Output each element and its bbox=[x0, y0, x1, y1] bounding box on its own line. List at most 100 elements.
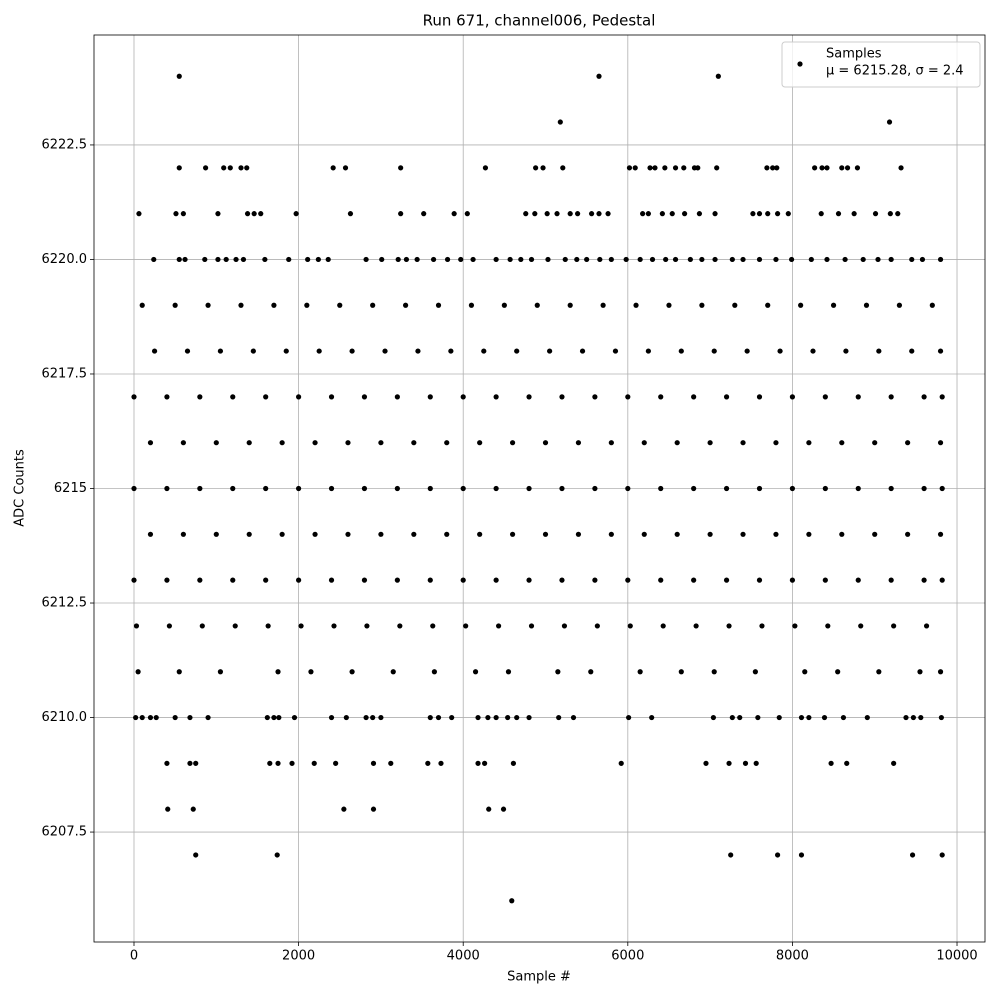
point bbox=[532, 211, 538, 217]
point bbox=[526, 394, 532, 400]
point bbox=[875, 256, 881, 263]
point bbox=[342, 165, 349, 171]
point bbox=[567, 211, 573, 217]
point bbox=[559, 485, 565, 492]
point bbox=[588, 669, 594, 675]
point bbox=[264, 714, 270, 721]
point bbox=[230, 577, 236, 583]
point bbox=[477, 440, 483, 446]
point bbox=[723, 394, 730, 400]
point bbox=[136, 211, 142, 217]
point bbox=[623, 256, 629, 263]
point bbox=[265, 623, 271, 629]
point bbox=[710, 714, 717, 721]
legend: Samples μ = 6215.28, σ = 2.4 bbox=[781, 41, 981, 88]
point bbox=[382, 348, 388, 354]
point bbox=[187, 760, 193, 766]
point bbox=[681, 165, 687, 171]
point bbox=[427, 714, 433, 721]
point bbox=[663, 256, 669, 263]
point bbox=[304, 302, 310, 308]
point bbox=[789, 485, 796, 492]
point bbox=[756, 394, 763, 400]
point bbox=[518, 256, 524, 263]
point bbox=[166, 623, 172, 629]
point bbox=[575, 440, 582, 446]
point bbox=[533, 165, 539, 171]
point bbox=[773, 440, 779, 446]
point bbox=[430, 256, 437, 263]
point bbox=[818, 211, 824, 217]
point bbox=[333, 760, 339, 766]
point bbox=[293, 211, 299, 217]
point bbox=[561, 623, 568, 629]
point bbox=[711, 348, 717, 354]
point bbox=[547, 348, 553, 354]
point bbox=[808, 256, 814, 263]
point bbox=[325, 256, 331, 263]
point bbox=[298, 623, 304, 629]
point bbox=[641, 440, 647, 446]
x-axis-label: Sample # bbox=[507, 970, 571, 985]
point bbox=[526, 485, 532, 492]
point bbox=[361, 485, 368, 492]
point bbox=[250, 348, 256, 354]
point bbox=[390, 669, 396, 675]
point bbox=[176, 669, 182, 675]
chart-title: Run 671, channel006, Pedestal bbox=[423, 12, 656, 30]
point bbox=[594, 623, 600, 629]
point bbox=[397, 623, 403, 629]
point bbox=[872, 440, 878, 446]
point bbox=[729, 714, 735, 721]
point bbox=[699, 256, 705, 263]
point bbox=[825, 623, 831, 629]
y-tick-label: 6207.5 bbox=[42, 825, 88, 840]
point bbox=[526, 577, 532, 583]
point bbox=[810, 348, 816, 354]
point bbox=[233, 256, 239, 263]
point bbox=[296, 394, 302, 400]
point bbox=[493, 577, 499, 583]
point bbox=[495, 623, 502, 629]
point bbox=[180, 440, 186, 446]
point bbox=[723, 485, 730, 492]
point bbox=[205, 714, 211, 721]
point bbox=[872, 531, 878, 537]
point bbox=[258, 211, 264, 217]
point bbox=[444, 256, 451, 263]
point bbox=[151, 256, 157, 263]
point bbox=[835, 669, 841, 675]
point bbox=[468, 302, 475, 308]
point bbox=[712, 256, 718, 263]
point bbox=[693, 623, 699, 629]
point bbox=[370, 760, 377, 766]
point bbox=[625, 577, 631, 583]
point bbox=[674, 440, 680, 446]
point bbox=[821, 714, 828, 721]
point bbox=[493, 256, 499, 263]
point bbox=[275, 669, 281, 675]
point bbox=[567, 302, 573, 308]
point bbox=[131, 577, 137, 583]
point bbox=[627, 623, 633, 629]
point bbox=[929, 302, 935, 308]
point bbox=[528, 623, 535, 629]
point bbox=[742, 760, 749, 766]
point bbox=[213, 440, 219, 446]
point bbox=[645, 348, 651, 354]
point bbox=[802, 669, 808, 675]
point bbox=[696, 211, 703, 217]
point bbox=[872, 211, 879, 217]
point bbox=[824, 165, 830, 171]
point bbox=[312, 531, 318, 537]
point bbox=[669, 211, 675, 217]
point bbox=[472, 669, 479, 675]
point bbox=[370, 714, 376, 721]
point bbox=[514, 714, 520, 721]
point bbox=[464, 211, 470, 217]
point bbox=[388, 760, 394, 766]
point bbox=[596, 73, 602, 79]
point bbox=[625, 394, 631, 400]
point bbox=[337, 302, 343, 308]
point bbox=[176, 165, 182, 171]
